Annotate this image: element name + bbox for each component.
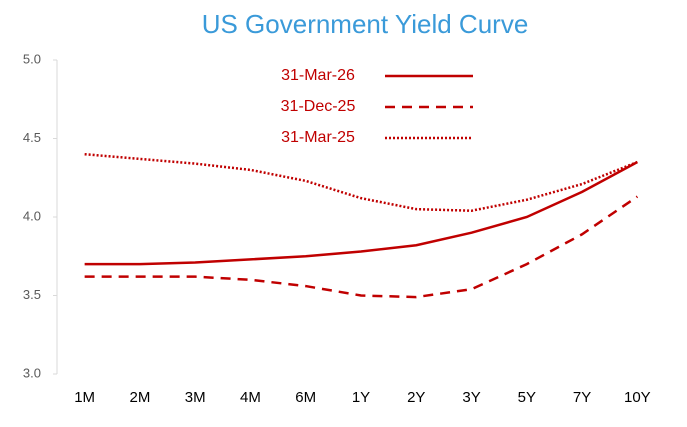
y-tick-label: 4.5 <box>23 130 41 145</box>
series-line <box>84 195 639 299</box>
x-tick-label: 6M <box>295 389 316 406</box>
legend-label: 31-Dec-25 <box>281 98 356 115</box>
x-tick-label: 7Y <box>573 389 591 406</box>
x-tick-label: 5Y <box>518 389 536 406</box>
x-tick-label: 2Y <box>407 389 425 406</box>
x-tick-label: 1M <box>74 389 95 406</box>
y-tick-label: 4.0 <box>23 208 41 223</box>
x-tick-label: 2M <box>129 389 150 406</box>
x-tick-label: 1Y <box>352 389 370 406</box>
x-tick-label: 10Y <box>624 389 651 406</box>
y-tick-label: 3.0 <box>23 365 41 380</box>
series-line <box>84 160 638 266</box>
x-tick-label: 4M <box>240 389 261 406</box>
series-line <box>84 152 638 212</box>
y-tick-label: 5.0 <box>23 51 41 66</box>
legend-label: 31-Mar-26 <box>281 67 355 84</box>
chart-title: US Government Yield Curve <box>202 9 529 39</box>
x-tick-label: 3M <box>185 389 206 406</box>
y-tick-label: 3.5 <box>23 287 41 302</box>
legend-label: 31-Mar-25 <box>281 129 355 146</box>
x-tick-label: 3Y <box>462 389 480 406</box>
